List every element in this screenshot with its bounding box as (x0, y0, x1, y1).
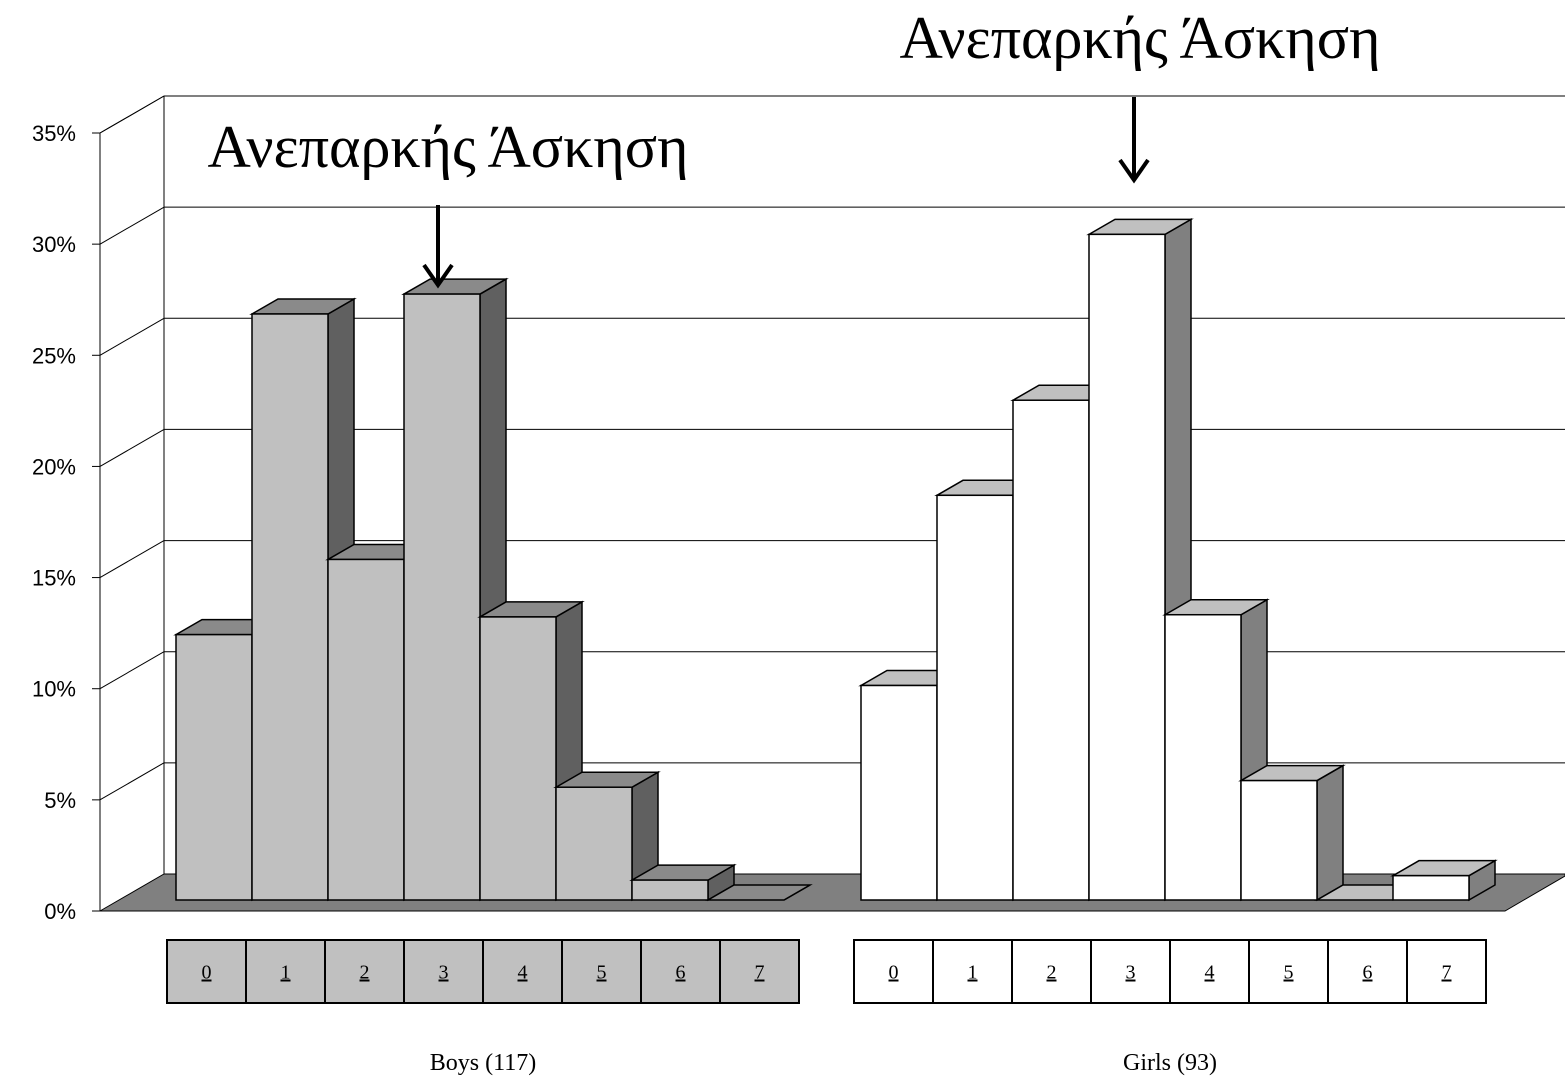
category-box: 1 (245, 939, 326, 1004)
arrow-head (1118, 158, 1150, 184)
category-label: 2 (1047, 962, 1057, 984)
bar-front (479, 616, 557, 901)
bar-front (175, 633, 253, 901)
category-box-frame (1327, 939, 1408, 1004)
category-label: 7 (1442, 962, 1452, 984)
y-axis: 0% 5% 10% 15% 20% 25% 30% 35% (32, 121, 101, 924)
category-label: 5 (1284, 962, 1294, 984)
category-box: 2 (324, 939, 405, 1004)
gridline-side (99, 762, 165, 801)
category-labels: 0 1 2 3 4 5 6 7 0 1 2 3 4 5 6 7 (166, 939, 1487, 1004)
category-label: 6 (676, 962, 686, 984)
bars (173, 218, 1498, 902)
annotation-label: Ανεπαρκής Άσκηση (900, 5, 1381, 71)
group-label: Girls (93) (1123, 1050, 1217, 1076)
bar (1390, 859, 1498, 902)
y-tick-label: 20% (32, 454, 76, 479)
category-box: 3 (403, 939, 484, 1004)
bar-front (327, 558, 405, 901)
gridline-side (99, 206, 165, 245)
category-box-frame (1169, 939, 1250, 1004)
annotation: Ανεπαρκής Άσκηση (900, 5, 1381, 184)
category-box-frame (1090, 939, 1171, 1004)
bar-front (1392, 874, 1470, 901)
bar-front (403, 293, 481, 901)
group-label: Boys (117) (430, 1050, 536, 1076)
category-box: 3 (1090, 939, 1171, 1004)
gridline-side (99, 651, 165, 690)
bar-side (1316, 764, 1344, 902)
category-label: 0 (889, 962, 899, 984)
gridline-side (99, 428, 165, 467)
bar-front (1164, 613, 1242, 901)
category-label: 6 (1363, 962, 1373, 984)
bar-front (631, 879, 709, 901)
bar (629, 863, 737, 902)
bar-front (1088, 233, 1166, 901)
category-box: 6 (640, 939, 721, 1004)
annotation: Ανεπαρκής Άσκηση (208, 114, 689, 289)
bar-top (705, 884, 813, 901)
annotations: Ανεπαρκής Άσκηση Ανεπαρκής Άσκηση (208, 5, 1381, 289)
gridline-side (99, 317, 165, 356)
bar (705, 884, 813, 901)
category-label: 1 (281, 962, 291, 984)
category-box: 0 (166, 939, 247, 1004)
category-label: 7 (755, 962, 765, 984)
annotation-label: Ανεπαρκής Άσκηση (208, 114, 689, 180)
category-box-frame (1011, 939, 1092, 1004)
y-tick-label: 15% (32, 566, 76, 591)
y-tick-label: 25% (32, 343, 76, 368)
gridline-side (99, 540, 165, 579)
category-box-frame (1406, 939, 1487, 1004)
category-box: 0 (853, 939, 934, 1004)
category-box-frame (166, 939, 247, 1004)
bar-front (1240, 779, 1318, 901)
category-label: 2 (360, 962, 370, 984)
y-tick-label: 5% (44, 788, 76, 813)
category-box: 2 (1011, 939, 1092, 1004)
bar (401, 277, 509, 902)
category-label: 0 (202, 962, 212, 984)
category-box-frame (403, 939, 484, 1004)
category-box: 7 (1406, 939, 1487, 1004)
arrow-head (422, 263, 454, 289)
category-box: 6 (1327, 939, 1408, 1004)
y-tick-label: 0% (44, 899, 76, 924)
category-label: 5 (597, 962, 607, 984)
category-label: 3 (439, 962, 449, 984)
bar-front (936, 494, 1014, 901)
bar-front (555, 786, 633, 901)
bar-front (251, 313, 329, 901)
category-label: 4 (518, 962, 528, 984)
category-box: 7 (719, 939, 800, 1004)
category-box: 5 (1248, 939, 1329, 1004)
group-labels: Boys (117) Girls (93) (430, 1050, 1217, 1076)
bar-front (1012, 399, 1090, 901)
y-tick-label: 10% (32, 677, 76, 702)
category-label: 4 (1205, 962, 1215, 984)
gridline-side (99, 95, 165, 134)
y-tick-label: 35% (32, 121, 76, 146)
category-box-frame (719, 939, 800, 1004)
bar (1238, 764, 1346, 902)
category-box: 1 (932, 939, 1013, 1004)
category-box: 4 (1169, 939, 1250, 1004)
bar (553, 770, 661, 902)
category-label: 1 (968, 962, 978, 984)
y-tick-label: 30% (32, 232, 76, 257)
category-box-frame (245, 939, 326, 1004)
category-label: 3 (1126, 962, 1136, 984)
category-box: 5 (561, 939, 642, 1004)
category-box: 4 (482, 939, 563, 1004)
bar-front (860, 684, 938, 901)
